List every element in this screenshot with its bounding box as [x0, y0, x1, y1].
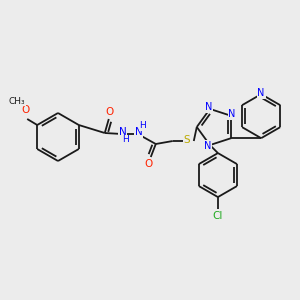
Text: O: O: [106, 107, 114, 117]
Text: CH₃: CH₃: [9, 97, 26, 106]
Text: S: S: [184, 135, 190, 145]
Text: N: N: [205, 102, 213, 112]
Text: H: H: [140, 122, 146, 130]
Text: N: N: [229, 109, 236, 119]
Text: N: N: [119, 127, 127, 137]
Text: O: O: [21, 105, 29, 115]
Text: N: N: [135, 127, 143, 137]
Text: N: N: [257, 88, 265, 98]
Text: H: H: [122, 136, 129, 145]
Text: Cl: Cl: [213, 211, 223, 221]
Text: N: N: [204, 141, 211, 151]
Text: O: O: [145, 159, 153, 169]
